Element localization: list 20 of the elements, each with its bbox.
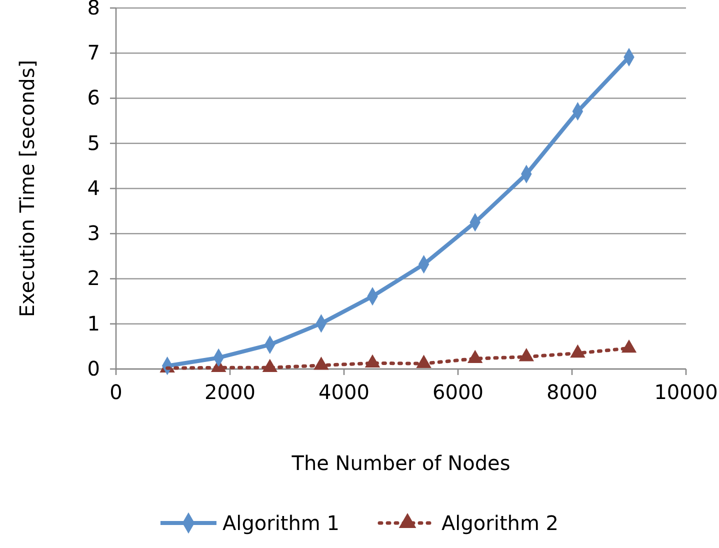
x-tick-label: 4000 bbox=[318, 380, 370, 404]
x-tick-label: 10000 bbox=[654, 380, 718, 404]
y-tick-label: 1 bbox=[87, 311, 100, 336]
legend-label: Algorithm 1 bbox=[222, 511, 340, 535]
x-tick-label: 6000 bbox=[432, 380, 484, 404]
y-tick-label: 5 bbox=[87, 130, 100, 155]
y-tick-label: 3 bbox=[87, 221, 100, 246]
y-tick-label: 4 bbox=[87, 176, 100, 200]
y-axis-title: Execution Time [seconds] bbox=[15, 60, 39, 318]
x-tick-label: 8000 bbox=[546, 380, 598, 404]
y-tick-label: 7 bbox=[87, 40, 100, 65]
point bbox=[621, 339, 637, 353]
x-axis-title: The Number of Nodes bbox=[290, 451, 510, 475]
y-tick-label: 0 bbox=[87, 356, 100, 380]
y-tick-label: 6 bbox=[87, 86, 100, 110]
y-tick-label: 2 bbox=[87, 266, 100, 290]
legend-label: Algorithm 2 bbox=[442, 511, 559, 535]
x-tick-label: 0 bbox=[110, 380, 122, 404]
x-tick-label: 2000 bbox=[204, 380, 256, 404]
y-tick-label: 8 bbox=[87, 0, 100, 20]
